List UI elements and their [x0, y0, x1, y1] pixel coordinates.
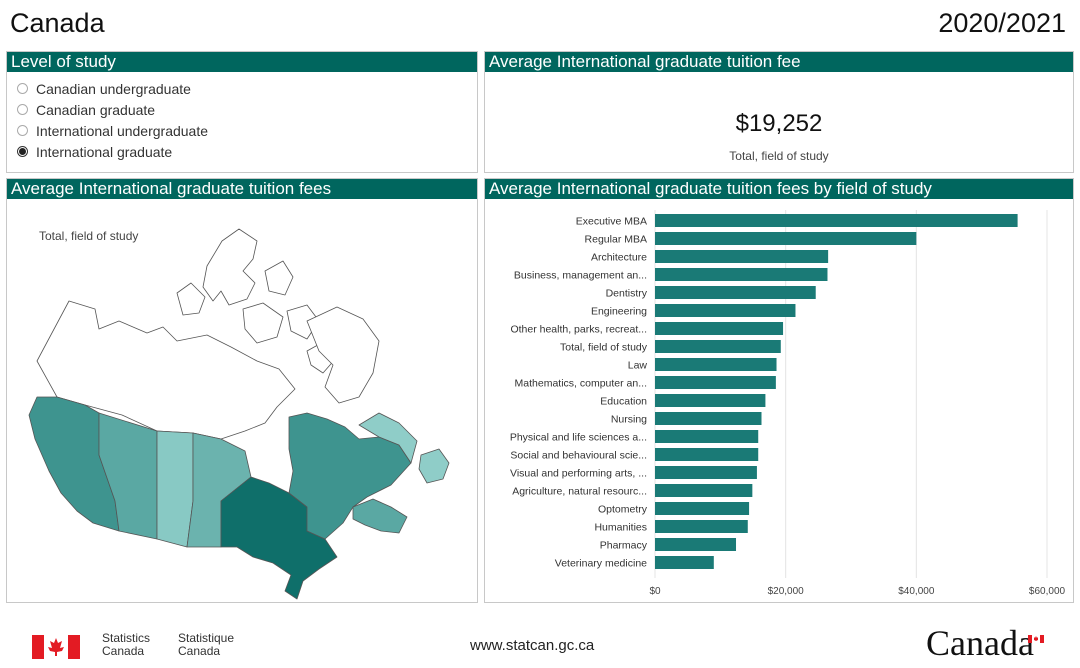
bar[interactable]: [655, 214, 1018, 227]
bar[interactable]: [655, 448, 759, 461]
bar[interactable]: [655, 358, 777, 371]
map-header: Average International graduate tuition f…: [7, 179, 477, 199]
x-tick-label: $0: [649, 586, 661, 597]
category-label: Mathematics, computer an...: [515, 378, 647, 390]
level-of-study-panel: Level of study Canadian undergraduate Ca…: [6, 51, 478, 173]
year-title: 2020/2021: [938, 8, 1066, 38]
map-arctic-islands[interactable]: [176, 228, 338, 374]
statistics-canada-en: Statistics Canada: [102, 632, 150, 658]
category-label: Other health, parks, recreat...: [510, 324, 647, 336]
bar[interactable]: [655, 250, 829, 263]
canada-map: [28, 228, 450, 600]
bar[interactable]: [655, 286, 816, 299]
statcan-url[interactable]: www.statcan.gc.ca: [470, 637, 595, 654]
category-label: Engineering: [591, 306, 647, 318]
category-label: Physical and life sciences a...: [510, 432, 647, 444]
x-tick-label: $40,000: [898, 586, 935, 597]
level-of-study-header: Level of study: [7, 52, 477, 72]
statistique-canada-fr: Statistique Canada: [178, 632, 234, 658]
option-canadian-graduate[interactable]: Canadian graduate: [7, 99, 477, 120]
map-saskatchewan[interactable]: [156, 430, 194, 548]
map-maritimes[interactable]: [352, 498, 408, 534]
category-label: Total, field of study: [560, 342, 648, 354]
bar[interactable]: [655, 376, 776, 389]
canada-wordmark: Canada: [926, 623, 1034, 663]
bar[interactable]: [655, 430, 759, 443]
bar[interactable]: [655, 268, 828, 281]
map-panel: Average International graduate tuition f…: [6, 178, 478, 603]
canada-fr-label: Canada: [178, 644, 221, 658]
field-of-study-bar-chart: $0 $20,000 $40,000 $60,000 Executive MBA Regu…: [510, 210, 1066, 597]
bar[interactable]: [655, 394, 766, 407]
category-label: Education: [600, 396, 647, 408]
option-label: Canadian undergraduate: [36, 80, 191, 97]
category-label: Social and behavioural scie...: [510, 450, 647, 462]
category-label: Veterinary medicine: [555, 558, 647, 570]
radio-icon[interactable]: [17, 125, 28, 136]
category-label: Nursing: [611, 414, 647, 426]
category-label: Law: [628, 360, 648, 372]
option-label: International graduate: [36, 143, 173, 160]
bar[interactable]: [655, 520, 748, 533]
bar[interactable]: [655, 322, 784, 335]
radio-icon[interactable]: [17, 104, 28, 115]
x-tick-label: $20,000: [768, 586, 805, 597]
category-label: Architecture: [591, 252, 647, 264]
option-international-undergraduate[interactable]: International undergraduate: [7, 120, 477, 141]
average-fee-header: Average International graduate tuition f…: [485, 52, 1073, 72]
map-caption: Total, field of study: [39, 229, 139, 243]
canada-flag-icon: [32, 635, 80, 659]
average-fee-value: $19,252: [735, 110, 823, 137]
category-label: Executive MBA: [576, 216, 647, 228]
bar[interactable]: [655, 412, 762, 425]
option-international-graduate[interactable]: International graduate: [7, 141, 477, 162]
canada-en-label: Canada: [102, 644, 145, 658]
map-labrador[interactable]: [358, 412, 418, 464]
statistics-label: Statistics: [102, 631, 151, 645]
statistique-label: Statistique: [178, 631, 235, 645]
map-quebec[interactable]: [288, 412, 412, 540]
category-label: Optometry: [598, 504, 648, 516]
field-of-study-panel: Average International graduate tuition f…: [484, 178, 1074, 603]
category-label: Business, management an...: [514, 270, 647, 282]
bar[interactable]: [655, 232, 917, 245]
region-title: Canada: [10, 8, 105, 38]
map-newfoundland[interactable]: [418, 448, 450, 484]
bar[interactable]: [655, 304, 796, 317]
bar[interactable]: [655, 502, 750, 515]
bar[interactable]: [655, 538, 737, 551]
wordmark-flag-icon: [1028, 630, 1044, 643]
field-of-study-header: Average International graduate tuition f…: [485, 179, 1073, 199]
radio-selected-icon[interactable]: [17, 146, 28, 157]
bar[interactable]: [655, 556, 714, 569]
radio-icon[interactable]: [17, 83, 28, 94]
category-label: Regular MBA: [585, 234, 647, 246]
average-fee-panel: Average International graduate tuition f…: [484, 51, 1074, 173]
bar[interactable]: [655, 466, 757, 479]
map-northern-territories[interactable]: [36, 300, 296, 440]
option-label: Canadian graduate: [36, 101, 156, 118]
option-canadian-undergraduate[interactable]: Canadian undergraduate: [7, 78, 477, 99]
category-label: Dentistry: [606, 288, 648, 300]
bar[interactable]: [655, 340, 781, 353]
map-baffin[interactable]: [306, 306, 380, 404]
category-label: Humanities: [594, 522, 647, 534]
category-label: Visual and performing arts, ...: [510, 468, 647, 480]
level-of-study-options: Canadian undergraduate Canadian graduate…: [7, 72, 477, 162]
category-label: Agriculture, natural resourc...: [512, 486, 647, 498]
option-label: International undergraduate: [36, 122, 209, 139]
bar[interactable]: [655, 484, 753, 497]
map-british-columbia[interactable]: [28, 396, 120, 532]
x-tick-label: $60,000: [1029, 586, 1066, 597]
category-label: Pharmacy: [600, 540, 648, 552]
average-fee-caption: Total, field of study: [729, 149, 829, 163]
